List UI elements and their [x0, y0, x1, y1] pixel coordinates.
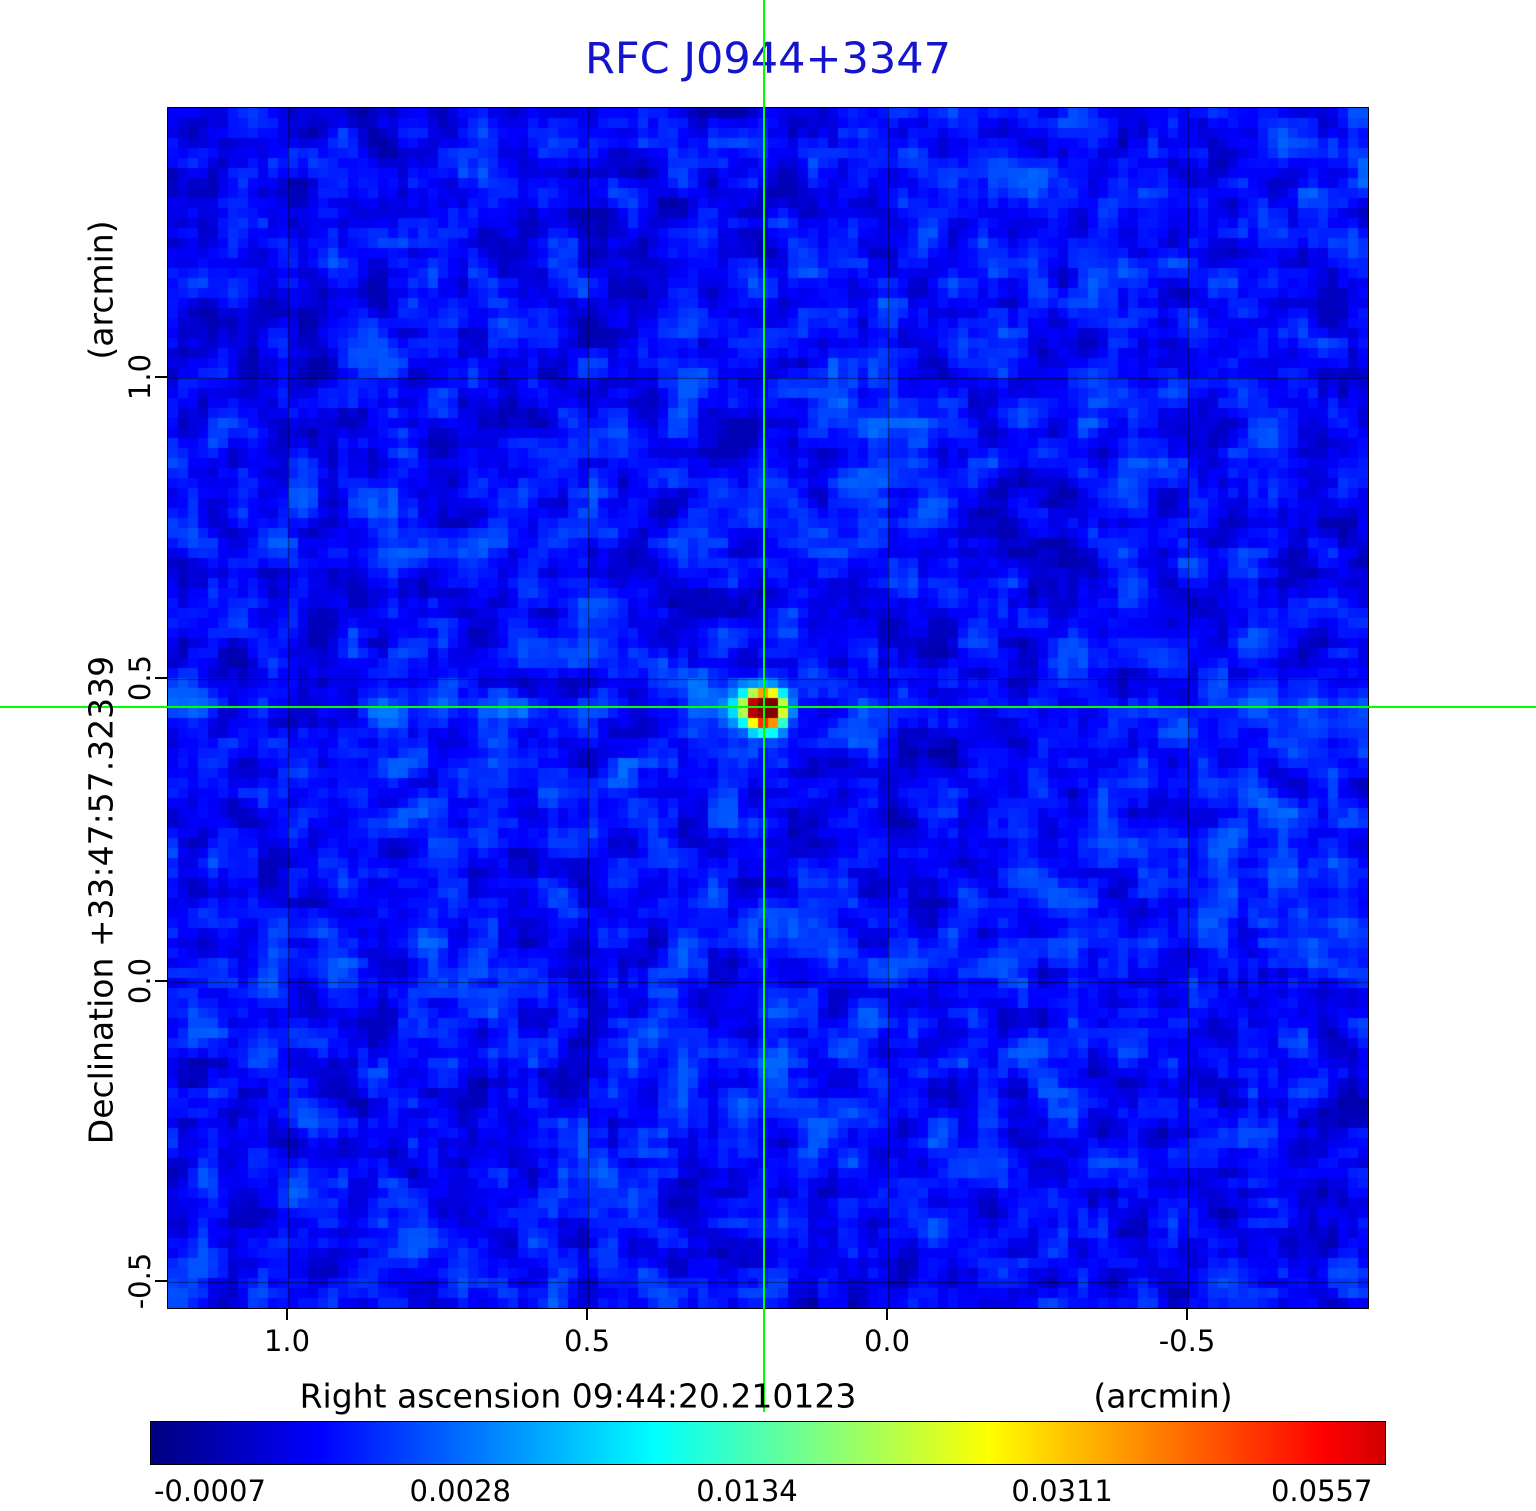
y-tick-mark [155, 376, 167, 378]
x-tick-mark [886, 1308, 888, 1320]
colorbar-tick-label: 0.0134 [696, 1474, 798, 1508]
y-tick-label: 0.5 [123, 655, 157, 702]
y-axis-label: Declination +33:47:57.32339 [81, 655, 121, 1145]
x-tick-label: -0.5 [1158, 1324, 1216, 1358]
y-axis-unit-label: (arcmin) [81, 220, 121, 360]
y-tick-label: -0.5 [123, 1252, 157, 1309]
colorbar-gradient [151, 1422, 1385, 1464]
colorbar-tick-label: 0.0028 [409, 1474, 511, 1508]
colorbar-tick-label: 0.0557 [1270, 1474, 1373, 1508]
colorbar-tick-label: -0.0007 [153, 1474, 266, 1508]
heatmap-canvas [168, 108, 1368, 1308]
x-axis-label: Right ascension 09:44:20.210123 [299, 1376, 857, 1416]
x-tick-mark [1186, 1308, 1188, 1320]
x-axis-unit-label: (arcmin) [1093, 1376, 1233, 1416]
x-tick-mark [586, 1308, 588, 1320]
y-tick-label: 0.0 [123, 957, 157, 1004]
y-tick-mark [155, 1279, 167, 1282]
crosshair-horizontal-line [0, 706, 1536, 708]
colorbar-tick-label: 0.0311 [1011, 1474, 1113, 1508]
x-tick-label: 0.0 [863, 1324, 911, 1358]
x-tick-label: 1.0 [263, 1324, 311, 1358]
chart-title: RFC J0944+3347 [585, 34, 951, 84]
y-tick-mark [155, 979, 167, 982]
plot-area [167, 107, 1369, 1309]
colorbar [150, 1421, 1386, 1465]
y-tick-label: 1.0 [123, 353, 157, 401]
x-tick-mark [286, 1308, 288, 1320]
x-tick-label: 0.5 [563, 1324, 611, 1358]
y-tick-mark [155, 677, 167, 680]
